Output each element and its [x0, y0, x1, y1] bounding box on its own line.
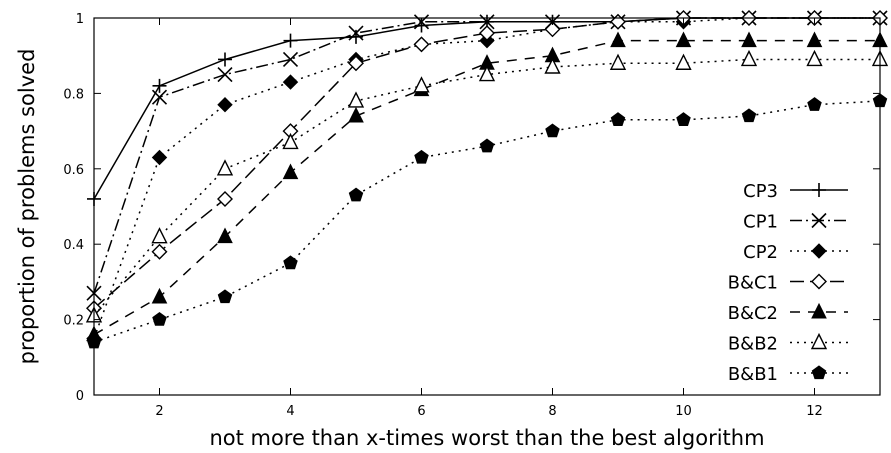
data-point-b-and-c1 [413, 36, 430, 53]
data-point-b-and-c2 [282, 163, 299, 180]
data-point-cp2 [282, 74, 299, 90]
legend-label: B&C2 [728, 303, 778, 324]
legend-entry-cp1: CP1 [743, 212, 848, 233]
legend-marker-b-and-b1 [811, 365, 827, 380]
data-point-cp3 [152, 78, 167, 93]
legend-entry-cp2: CP2 [743, 242, 848, 263]
y-axis-title: proportion of problems solved [15, 49, 39, 365]
x-tick-label: 8 [548, 404, 556, 419]
data-point-b-and-c1 [151, 243, 168, 260]
data-point-b-and-b1 [414, 149, 429, 164]
data-point-b-and-b1 [152, 311, 167, 326]
data-point-cp1 [479, 14, 495, 30]
legend-marker-b-and-b2 [810, 332, 828, 350]
data-point-cp1 [217, 66, 233, 83]
data-point-cp2 [217, 97, 233, 113]
data-point-b-and-c2 [151, 287, 168, 304]
data-point-cp3 [283, 33, 298, 48]
data-point-cp3 [218, 52, 232, 67]
data-point-cp2 [151, 149, 168, 166]
data-point-b-and-b1 [545, 123, 560, 138]
legend-marker-cp3 [812, 183, 826, 197]
plot-area [85, 10, 889, 349]
y-tick-label: 0 [76, 389, 84, 404]
legend-label: CP1 [743, 212, 778, 233]
y-tick-label: 1 [76, 12, 84, 27]
data-point-b-and-c1 [479, 25, 495, 42]
y-tick-label: 0.6 [63, 163, 84, 178]
x-tick-label: 6 [417, 404, 425, 419]
data-point-b-and-c2 [610, 31, 626, 48]
data-point-b-and-b2 [413, 76, 430, 93]
y-tick-label: 0.4 [63, 238, 84, 253]
legend-marker-cp1 [811, 212, 827, 229]
data-point-b-and-c1 [217, 190, 233, 207]
data-point-b-and-c2 [217, 227, 233, 244]
data-point-b-and-b1 [217, 289, 233, 304]
data-point-b-and-b1 [741, 108, 757, 123]
legend-label: CP2 [743, 242, 778, 263]
x-tick-label: 2 [155, 404, 163, 419]
y-tick-label: 0.2 [63, 314, 84, 329]
data-point-b-and-b1 [479, 138, 495, 153]
data-point-b-and-c2 [741, 31, 757, 48]
data-point-cp1 [151, 89, 168, 105]
legend-entry-b-and-b2: B&B2 [728, 332, 848, 355]
data-point-b-and-b1 [283, 255, 298, 270]
legend-marker-b-and-c1 [811, 273, 827, 290]
series-b-and-b2 [85, 49, 889, 323]
x-tick-label: 12 [806, 404, 823, 419]
series-b-and-b1 [86, 93, 888, 349]
legend-marker-b-and-c2 [811, 302, 827, 319]
x-tick-label: 4 [286, 404, 294, 419]
series-b-and-c1 [86, 10, 888, 317]
data-point-b-and-b2 [151, 227, 168, 244]
data-point-b-and-b2 [609, 53, 627, 70]
plot-frame [93, 17, 881, 396]
data-point-b-and-b1 [676, 112, 691, 126]
legend-entry-b-and-b1: B&B1 [728, 364, 848, 385]
legend-entry-cp3: CP3 [743, 181, 848, 202]
x-tick-label: 10 [675, 404, 692, 419]
data-point-b-and-c1 [348, 55, 364, 72]
data-point-b-and-b2 [478, 64, 496, 82]
data-point-b-and-b1 [610, 112, 626, 126]
data-point-b-and-c2 [806, 31, 823, 48]
data-point-b-and-b2 [675, 53, 692, 70]
data-point-b-and-b2 [740, 49, 758, 67]
data-point-b-and-c1 [544, 21, 561, 38]
data-point-b-and-c2 [675, 31, 692, 48]
legend-label: CP3 [743, 181, 778, 202]
data-point-b-and-b2 [282, 132, 299, 150]
data-point-b-and-b2 [347, 91, 365, 108]
data-point-b-and-b1 [348, 187, 364, 202]
legend-entry-b-and-c2: B&C2 [728, 302, 848, 324]
data-point-b-and-c2 [348, 106, 364, 123]
legend-entry-b-and-c1: B&C1 [728, 273, 848, 294]
legend-label: B&C1 [728, 273, 778, 294]
axes: 2 4 6 8 10 12 0 0.2 0.4 0.6 0.8 1 [63, 12, 881, 419]
legend-label: B&B2 [728, 334, 778, 355]
data-point-cp1 [348, 25, 364, 41]
legend-marker-cp2 [811, 243, 827, 259]
data-point-b-and-b1 [807, 97, 822, 111]
y-tick-label: 0.8 [63, 87, 84, 102]
legend: CP3 CP1 CP2 B&C1 B&C2 B&B2 B&B1 [728, 181, 848, 385]
data-point-b-and-b2 [544, 57, 561, 74]
data-point-b-and-b2 [216, 159, 234, 176]
data-point-b-and-b2 [806, 49, 823, 67]
data-point-cp1 [282, 51, 299, 68]
x-axis-title: not more than x-times worst than the bes… [209, 426, 764, 450]
legend-label: B&B1 [728, 364, 778, 385]
